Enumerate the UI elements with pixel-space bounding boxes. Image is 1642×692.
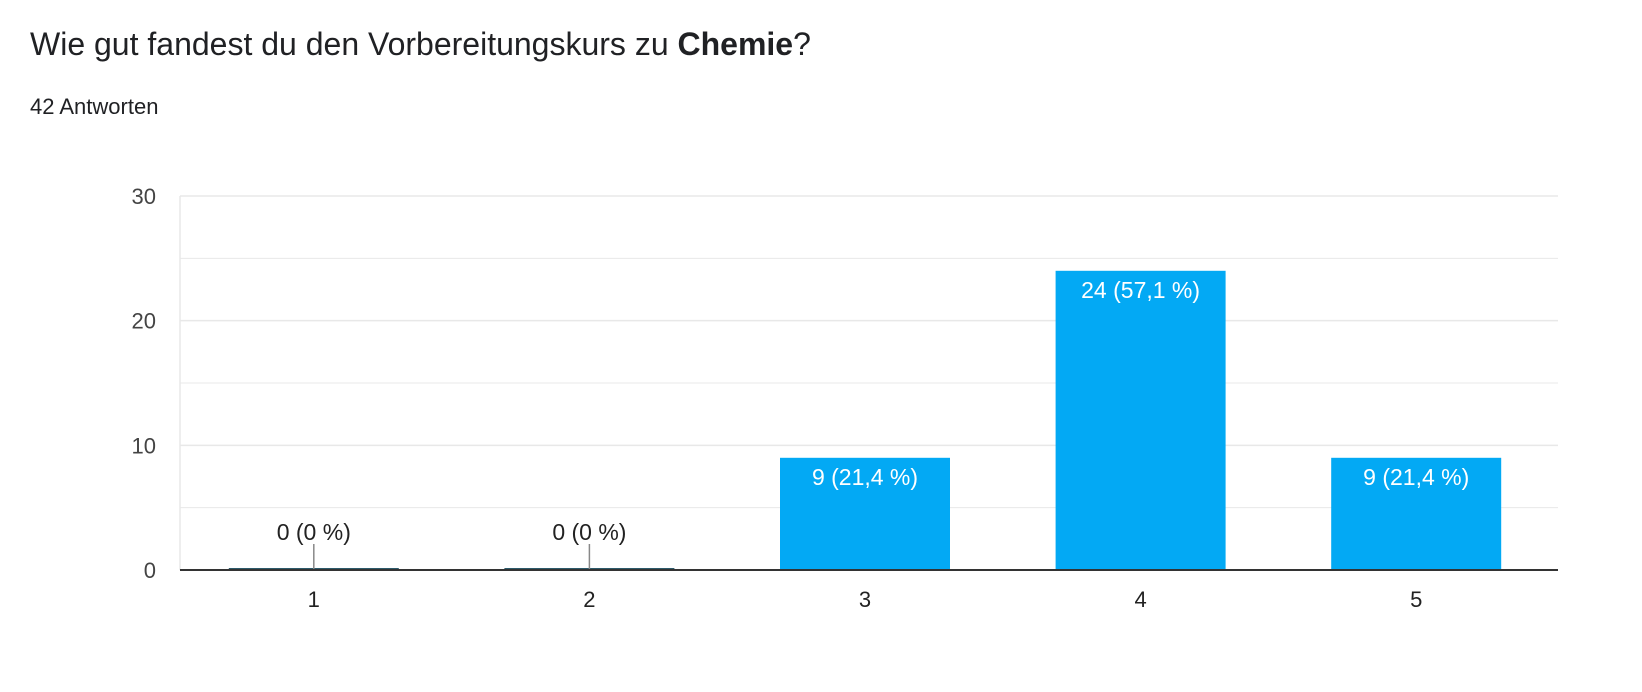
y-tick-label: 10 — [132, 433, 156, 458]
y-tick-label: 20 — [132, 309, 156, 334]
page-title: Wie gut fandest du den Vorbereitungskurs… — [30, 26, 811, 62]
data-label: 9 (21,4 %) — [1363, 464, 1469, 490]
x-tick-label: 5 — [1410, 587, 1422, 612]
data-label: 0 (0 %) — [277, 519, 351, 545]
title-bold-subject: Chemie — [677, 26, 794, 62]
y-tick-label: 0 — [144, 558, 156, 583]
bar — [780, 457, 950, 570]
y-tick-label: 30 — [132, 184, 156, 209]
response-count: 42 Antworten — [30, 94, 159, 119]
x-tick-label: 4 — [1134, 587, 1146, 612]
x-tick-label: 1 — [308, 587, 320, 612]
data-label: 0 (0 %) — [552, 519, 626, 545]
data-label: 24 (57,1 %) — [1081, 277, 1200, 303]
x-tick-label: 2 — [583, 587, 595, 612]
bar — [1331, 457, 1502, 570]
bar — [1055, 270, 1226, 570]
x-tick-label: 3 — [859, 587, 871, 612]
data-label: 9 (21,4 %) — [812, 464, 918, 490]
